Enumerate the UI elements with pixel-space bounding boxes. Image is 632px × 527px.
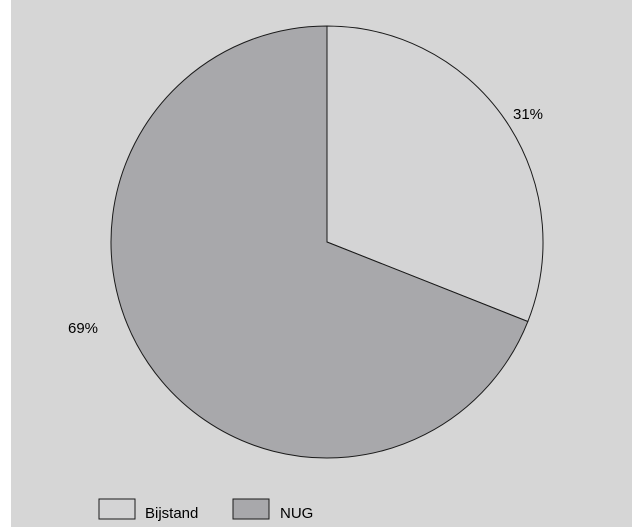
- pie-slice-bijstand: [326, 25, 544, 323]
- legend-label-nug: NUG: [280, 505, 313, 522]
- legend-swatch-bijstand: [98, 498, 136, 520]
- pie-slice-nug: [110, 25, 529, 459]
- pie-slices: [110, 25, 544, 459]
- slice-label-bijstand: 31%: [513, 106, 543, 123]
- legend-label-bijstand: Bijstand: [145, 505, 198, 522]
- chart-frame: 31% 69% Bijstand NUG: [11, 0, 632, 527]
- legend: Bijstand NUG: [98, 498, 313, 522]
- pie-chart: 31% 69% Bijstand NUG: [68, 25, 544, 522]
- slice-label-nug: 69%: [68, 320, 98, 337]
- legend-swatch-nug: [232, 498, 270, 520]
